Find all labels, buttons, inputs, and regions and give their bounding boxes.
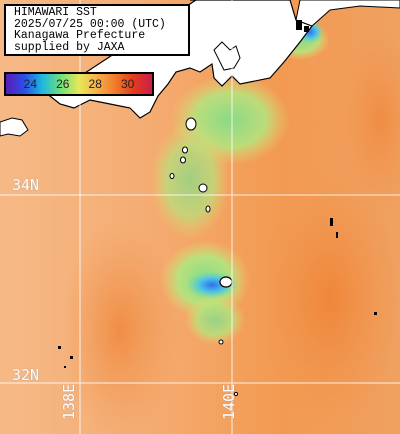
lon-label-140e: 140E <box>220 383 238 420</box>
island <box>198 183 208 193</box>
warm-region <box>340 30 400 210</box>
island <box>219 276 233 288</box>
lat-label-32n: 32N <box>12 366 40 384</box>
cloud-specks <box>58 20 377 368</box>
warm-region <box>60 220 180 434</box>
island <box>180 156 186 164</box>
warm-region <box>260 170 400 430</box>
title-line-datetime: 2025/07/25 00:00 (UTC) <box>14 17 166 31</box>
island <box>233 391 239 397</box>
land-izu-west <box>0 117 29 137</box>
legend-tick-28: 28 <box>88 77 102 91</box>
title-line-region: Kanagawa Prefecture <box>14 29 146 43</box>
title-line-credit: supplied by JAXA <box>14 40 125 54</box>
island <box>205 205 211 213</box>
island <box>169 173 175 179</box>
legend-tick-30: 30 <box>120 77 135 91</box>
cool-region <box>150 120 230 240</box>
cool-region <box>185 295 245 345</box>
island <box>185 117 197 131</box>
lon-label-138e: 138E <box>60 383 78 420</box>
lat-label-34n: 34N <box>12 176 40 194</box>
land-peninsula <box>213 41 241 71</box>
color-legend: 24 26 28 30 <box>4 72 154 96</box>
title-box: HIMAWARI SST 2025/07/25 00:00 (UTC) Kana… <box>4 4 190 56</box>
legend-colorbar <box>6 74 152 94</box>
legend-tick-26: 26 <box>56 77 70 91</box>
island <box>182 146 188 154</box>
legend-tick-24: 24 <box>23 77 38 91</box>
island <box>218 339 224 345</box>
title-line-product: HIMAWARI SST <box>14 6 97 19</box>
